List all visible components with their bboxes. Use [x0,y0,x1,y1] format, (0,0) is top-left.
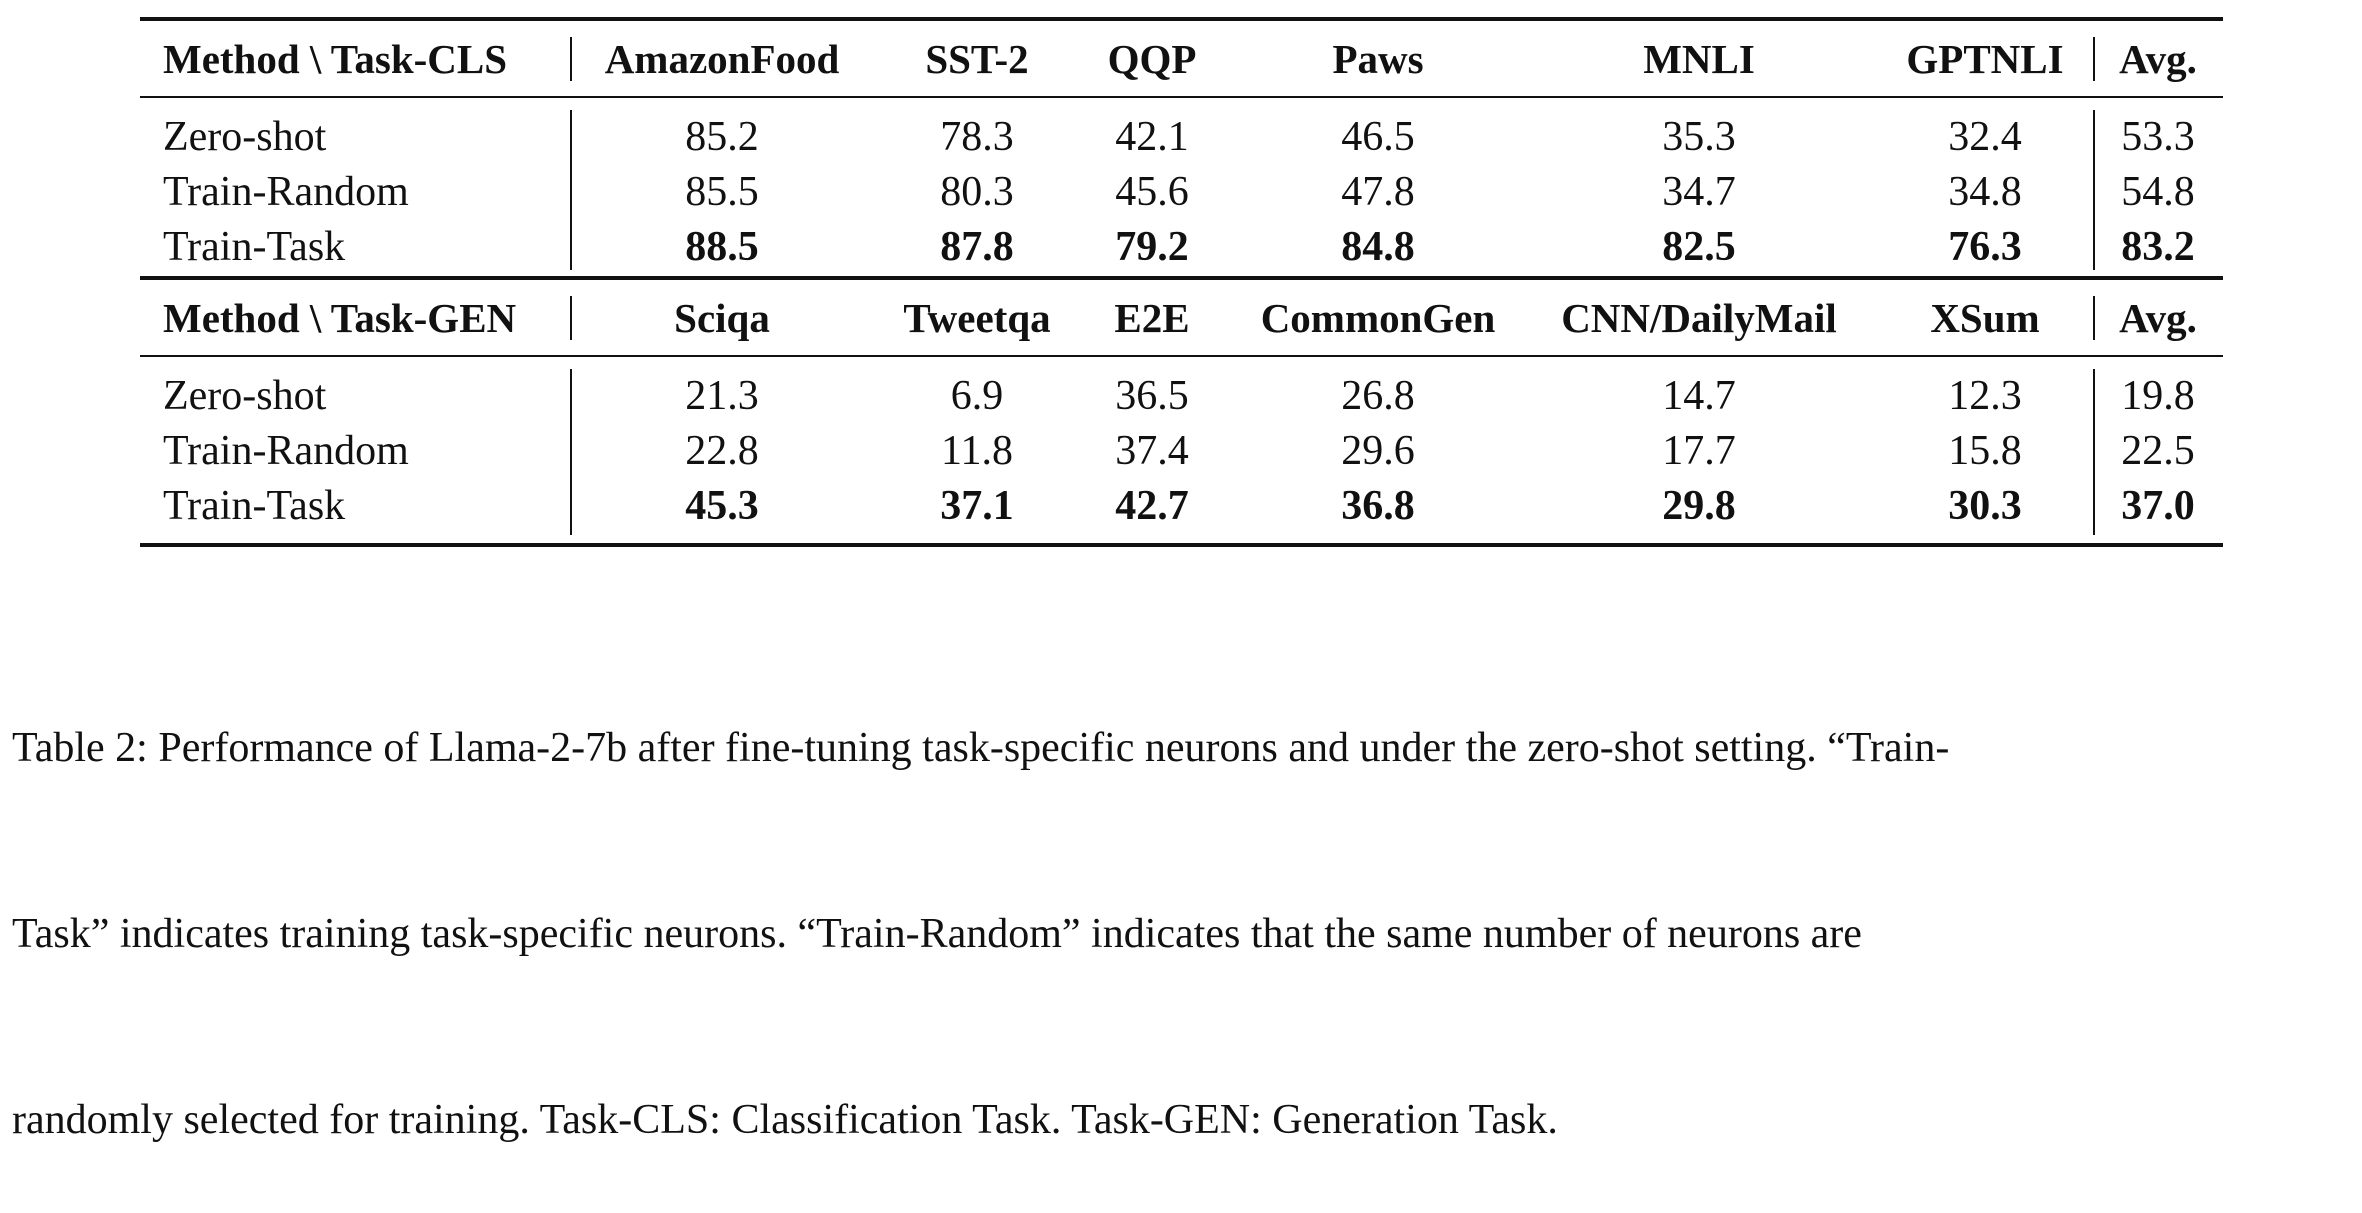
header-task: SST-2 [925,36,1029,82]
header-task: Sciqa [674,295,770,341]
table-cell: 36.5 [1115,373,1189,419]
table-cell: 76.3 [1948,224,2022,270]
header-avg: Avg. [2119,295,2197,341]
row-method: Train-Random [163,428,409,474]
table-cell: 17.7 [1662,428,1736,474]
header-method: Method \ Task-CLS [163,36,508,82]
table-cell: 35.3 [1662,114,1736,160]
header-task: GPTNLI [1906,36,2064,82]
avg-column-divider [2093,369,2095,535]
table-cell: 29.6 [1341,428,1415,474]
row-method: Train-Task [163,483,346,529]
table-cell: 85.5 [685,169,759,215]
table-cell: 22.5 [2121,428,2195,474]
row-method: Train-Random [163,169,409,215]
table-cell: 85.2 [685,114,759,160]
table-cell: 54.8 [2121,169,2195,215]
table-cell: 12.3 [1948,373,2022,419]
row-method: Train-Task [163,224,346,270]
header-task: Paws [1332,36,1424,82]
cls-header-rule [140,96,2223,98]
method-column-divider [570,110,572,270]
table-cell: 80.3 [940,169,1014,215]
table-cell: 79.2 [1115,224,1189,270]
table-caption: Table 2: Performance of Llama-2-7b after… [12,593,2348,1213]
gen-header-rule [140,355,2223,357]
header-task: CNN/DailyMail [1561,295,1837,341]
table-cell: 37.0 [2121,483,2195,529]
table-cell: 83.2 [2121,224,2195,270]
header-task: E2E [1114,295,1190,341]
row-method: Zero-shot [163,114,327,160]
table-cell: 82.5 [1662,224,1736,270]
header-avg: Avg. [2119,36,2197,82]
table-cell: 34.8 [1948,169,2022,215]
caption-line: Task” indicates training task-specific n… [12,911,1862,957]
row-method: Zero-shot [163,373,327,419]
table-cell: 37.1 [940,483,1014,529]
table-cell: 42.7 [1115,483,1189,529]
table-cell: 11.8 [941,428,1013,474]
header-task: MNLI [1643,36,1755,82]
header-task: AmazonFood [604,36,840,82]
table-cell: 32.4 [1948,114,2022,160]
table-cell: 88.5 [685,224,759,270]
section-divider-rule [140,276,2223,280]
header-task: Tweetqa [903,295,1051,341]
method-column-divider [570,369,572,535]
table-cell: 19.8 [2121,373,2195,419]
header-task: XSum [1930,295,2040,341]
avg-column-divider [2093,110,2095,270]
table-cell: 26.8 [1341,373,1415,419]
avg-column-divider [2093,37,2095,81]
table-cell: 37.4 [1115,428,1189,474]
header-method: Method \ Task-GEN [163,295,517,341]
table-cell: 6.9 [950,373,1004,419]
table-cell: 36.8 [1341,483,1415,529]
table-cell: 34.7 [1662,169,1736,215]
top-rule [140,17,2223,21]
table-cell: 22.8 [685,428,759,474]
table-cell: 78.3 [940,114,1014,160]
table-cell: 30.3 [1948,483,2022,529]
method-column-divider [570,296,572,340]
header-task: CommonGen [1260,295,1496,341]
table-cell: 84.8 [1341,224,1415,270]
table-cell: 45.6 [1115,169,1189,215]
caption-line: Table 2: Performance of Llama-2-7b after… [12,725,1950,771]
avg-column-divider [2093,296,2095,340]
method-column-divider [570,37,572,81]
table-cell: 53.3 [2121,114,2195,160]
table-cell: 46.5 [1341,114,1415,160]
caption-line: randomly selected for training. Task-CLS… [12,1097,1558,1143]
header-task: QQP [1107,36,1197,82]
table-cell: 42.1 [1115,114,1189,160]
table-cell: 21.3 [685,373,759,419]
table-cell: 47.8 [1341,169,1415,215]
table-cell: 14.7 [1662,373,1736,419]
bottom-rule [140,543,2223,547]
table-cell: 29.8 [1662,483,1736,529]
table-cell: 15.8 [1948,428,2022,474]
table-cell: 87.8 [940,224,1014,270]
table-cell: 45.3 [685,483,759,529]
